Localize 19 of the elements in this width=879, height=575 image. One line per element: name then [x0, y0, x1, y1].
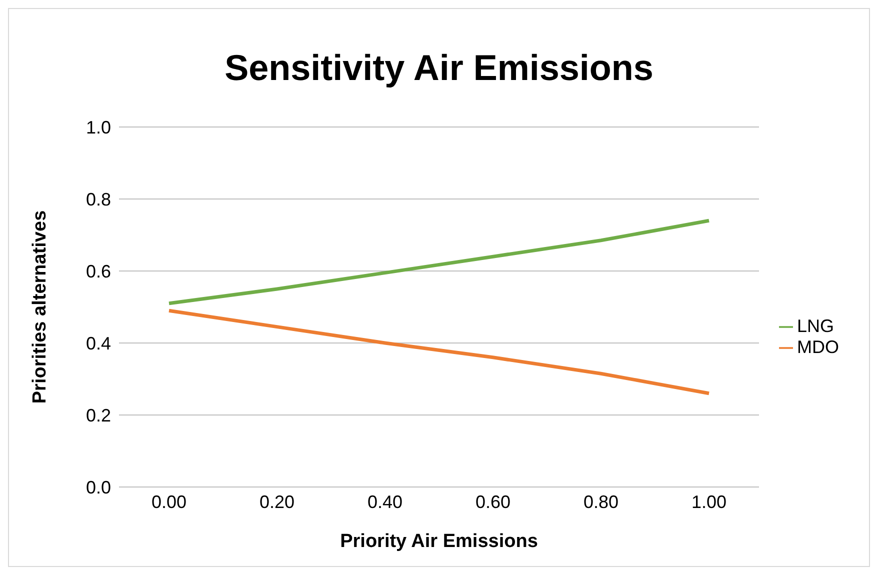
legend-label: MDO [797, 337, 839, 357]
x-tick-label: 0.60 [475, 492, 511, 512]
y-tick-label: 0.8 [86, 189, 111, 210]
x-tick-label: 0.00 [151, 492, 187, 512]
chart-title: Sensitivity Air Emissions [224, 46, 654, 90]
y-axis-title: Priorities alternatives [30, 210, 51, 404]
x-axis-title: Priority Air Emissions [340, 531, 538, 552]
x-tick-label: 0.20 [259, 492, 295, 512]
y-tick-label: 0.0 [86, 477, 111, 498]
line-series [167, 218, 711, 306]
y-tick-label: 0.6 [86, 261, 111, 282]
x-tick-label: 1.00 [691, 492, 727, 512]
legend-label: LNG [797, 316, 834, 336]
x-tick-label: 0.40 [367, 492, 403, 512]
y-tick-label: 1.0 [86, 117, 111, 138]
x-tick-label: 0.80 [583, 492, 619, 512]
y-tick-label: 0.4 [86, 333, 111, 354]
line-series [167, 308, 711, 396]
y-tick-label: 0.2 [86, 405, 111, 426]
